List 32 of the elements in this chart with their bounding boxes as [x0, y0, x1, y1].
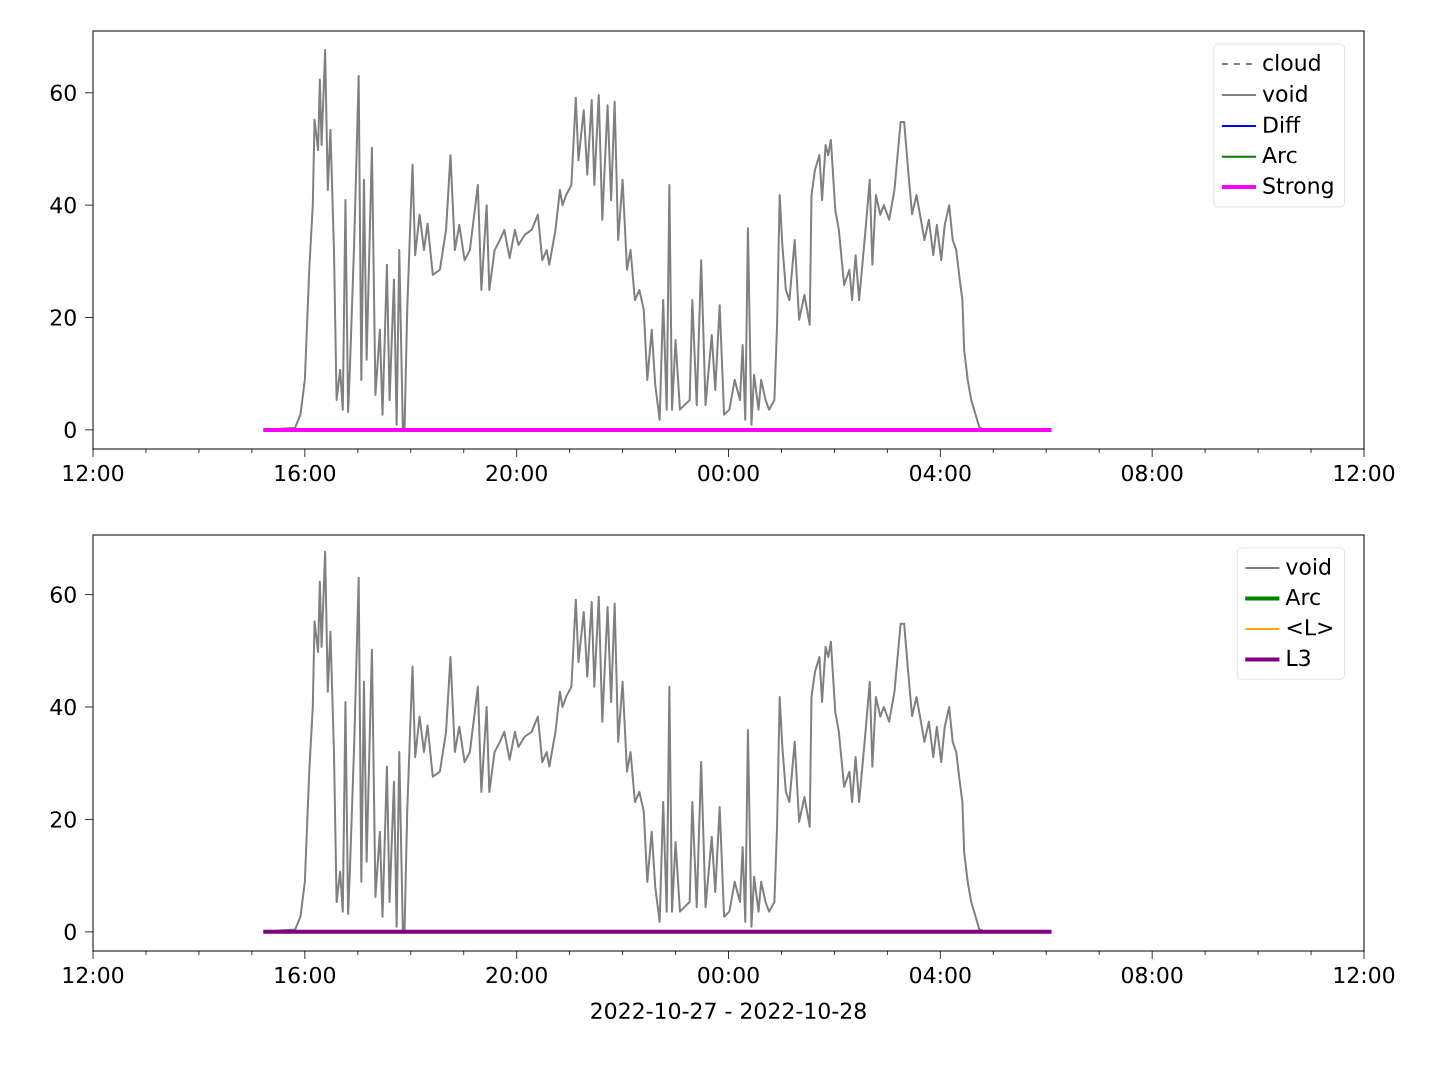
x-tick-label: 04:00 — [910, 966, 971, 984]
y-tick-label: 40 — [50, 196, 76, 214]
x-tick-label: 00:00 — [698, 966, 759, 984]
y-tick-label: 60 — [50, 84, 76, 102]
x-tick-label: 16:00 — [275, 966, 336, 984]
x-tick-label: 12:00 — [1334, 966, 1395, 984]
y-tick-label: 60 — [50, 586, 76, 603]
x-tick-label: 12:00 — [63, 464, 124, 482]
x-tick-label: 00:00 — [698, 464, 759, 482]
legend-label: Arc — [1285, 588, 1320, 606]
legend-label: void — [1286, 557, 1330, 575]
x-tick-label: 12:00 — [63, 966, 124, 984]
legend-label: cloud — [1263, 53, 1320, 71]
x-tick-label: 08:00 — [1121, 966, 1183, 984]
legend-label: <L> — [1287, 619, 1333, 636]
x-tick-label: 20:00 — [486, 464, 547, 482]
legend-label: void — [1262, 84, 1307, 102]
legend-label: Arc — [1262, 146, 1297, 164]
legend-label: Strong — [1263, 177, 1333, 199]
x-tick-label: 16:00 — [275, 464, 336, 482]
x-tick-label: 08:00 — [1121, 464, 1183, 482]
x-axis-title: 2022-10-27 - 2022-10-28 — [591, 1002, 866, 1020]
y-tick-label: 40 — [50, 698, 76, 716]
y-tick-label: 0 — [64, 923, 76, 941]
y-tick-label: 0 — [64, 421, 76, 439]
legend-label: L3 — [1287, 649, 1310, 667]
legend-label: Diff — [1264, 115, 1301, 133]
x-tick-label: 04:00 — [910, 464, 971, 482]
x-tick-label: 12:00 — [1334, 464, 1395, 482]
y-tick-label: 20 — [50, 811, 76, 828]
y-tick-label: 20 — [50, 309, 76, 326]
x-tick-label: 20:00 — [486, 966, 547, 984]
